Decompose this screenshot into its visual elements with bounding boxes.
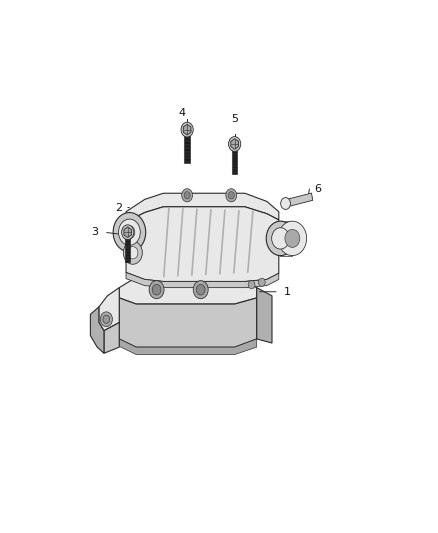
Circle shape [226, 189, 237, 202]
Polygon shape [104, 322, 119, 353]
Circle shape [128, 247, 138, 259]
Circle shape [124, 225, 135, 239]
Circle shape [272, 228, 290, 249]
Circle shape [181, 122, 193, 137]
Polygon shape [126, 193, 279, 222]
Circle shape [122, 225, 134, 240]
Polygon shape [119, 277, 257, 304]
Circle shape [103, 315, 110, 324]
Polygon shape [184, 124, 191, 135]
Circle shape [100, 312, 113, 327]
Text: 6: 6 [314, 184, 321, 194]
Polygon shape [257, 288, 272, 343]
Polygon shape [285, 193, 313, 207]
Circle shape [258, 278, 265, 286]
Circle shape [152, 284, 161, 295]
Circle shape [193, 281, 208, 298]
Circle shape [149, 281, 164, 298]
Circle shape [285, 229, 300, 247]
Circle shape [124, 241, 142, 264]
Polygon shape [125, 232, 131, 262]
Polygon shape [126, 207, 279, 281]
Circle shape [248, 281, 255, 289]
Circle shape [229, 136, 241, 151]
Polygon shape [184, 130, 190, 163]
Polygon shape [232, 144, 237, 174]
Circle shape [119, 219, 140, 245]
Circle shape [266, 221, 295, 256]
Polygon shape [231, 139, 238, 149]
Text: 1: 1 [284, 287, 291, 297]
Text: 3: 3 [91, 227, 98, 237]
Circle shape [184, 191, 190, 199]
Circle shape [281, 198, 290, 209]
Polygon shape [124, 227, 131, 238]
Polygon shape [90, 307, 104, 353]
Polygon shape [119, 339, 257, 354]
Circle shape [278, 221, 307, 256]
Polygon shape [99, 288, 119, 330]
Circle shape [182, 189, 193, 202]
Text: 2: 2 [115, 203, 122, 213]
Text: 4: 4 [178, 108, 186, 118]
Polygon shape [126, 272, 279, 288]
Circle shape [228, 191, 234, 199]
Circle shape [113, 213, 146, 252]
Polygon shape [119, 298, 257, 347]
Circle shape [196, 284, 205, 295]
Polygon shape [280, 221, 293, 256]
Text: 5: 5 [231, 115, 238, 124]
